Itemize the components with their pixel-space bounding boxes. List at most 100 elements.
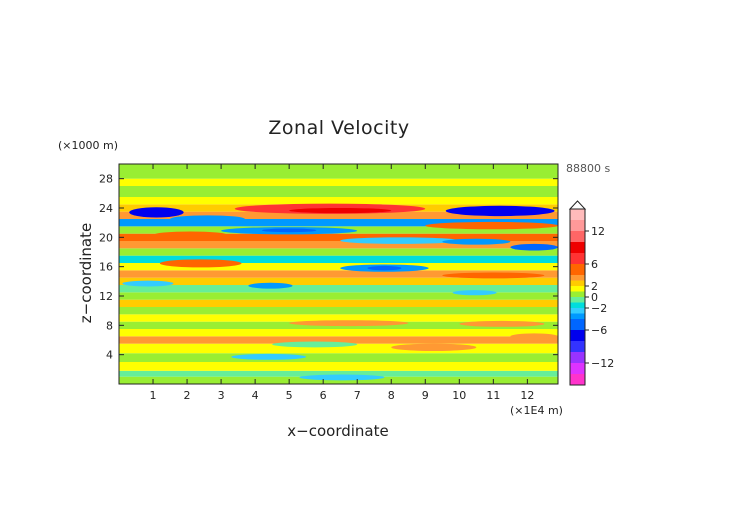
field-band-18 [119, 241, 558, 249]
field-feature-14 [367, 265, 402, 271]
x-axis-ticks: 1 2 3 4 5 6 7 8 9 10 11 12 [150, 164, 534, 402]
colorbar-tick-label: 12 [591, 225, 605, 238]
field-feature-1 [170, 215, 245, 223]
field-band-4 [119, 343, 558, 354]
field-feature-4 [445, 205, 555, 217]
x-tick-label: 3 [218, 389, 225, 402]
colorbar-level-0 [570, 374, 585, 385]
field-band-27 [119, 164, 558, 179]
x-unit-label: (×1E4 m) [510, 404, 563, 417]
colorbar-level-15 [570, 253, 585, 264]
field-feature-22 [231, 353, 307, 360]
plot-frame [118, 163, 559, 385]
field-feature-15 [442, 272, 545, 279]
y-tick-label: 12 [99, 290, 113, 303]
colorbar-level-18 [570, 220, 585, 231]
field-feature-5 [425, 221, 558, 230]
time-label: 88800 s [566, 162, 610, 175]
colorbar-level-8 [570, 302, 585, 308]
x-tick-label: 5 [286, 389, 293, 402]
field-band-12 [119, 285, 558, 293]
colorbar: 12 6 20−2 −6 −12 [568, 200, 614, 386]
field-feature-10 [442, 238, 511, 245]
colorbar-level-7 [570, 308, 585, 314]
x-tick-label: 8 [388, 389, 395, 402]
y-axis-label: z−coordinate [77, 223, 95, 323]
y-tick-label: 28 [99, 173, 113, 186]
y-tick-label: 24 [99, 202, 113, 215]
colorbar-level-10 [570, 291, 585, 297]
field-feature-12 [159, 259, 242, 268]
field-feature-20 [459, 320, 545, 327]
x-tick-label: 4 [252, 389, 259, 402]
colorbar-tick-label: −6 [591, 324, 607, 337]
y-unit-label: (×1000 m) [58, 139, 118, 152]
field-feature-9 [340, 237, 460, 244]
colorbar-tick-label: 0 [591, 291, 598, 304]
field-band-21 [119, 219, 558, 227]
field-feature-0 [129, 207, 184, 218]
field-band-6 [119, 329, 558, 337]
colorbar-level-4 [570, 330, 585, 341]
colorbar-level-11 [570, 286, 585, 292]
field-band-3 [119, 353, 558, 362]
field-feature-23 [391, 343, 477, 352]
colorbar-level-1 [570, 363, 585, 374]
field-feature-24 [510, 333, 558, 340]
field-band-24 [119, 197, 558, 205]
colorbar-level-19 [570, 209, 585, 220]
field-band-17 [119, 248, 558, 256]
field-feature-16 [122, 280, 174, 287]
field-feature-3 [289, 208, 392, 214]
x-tick-label: 7 [354, 389, 361, 402]
colorbar-tick-label: −12 [591, 357, 614, 370]
chart-title: Zonal Velocity [268, 117, 409, 139]
field-band-1 [119, 370, 558, 377]
colorbar-level-14 [570, 264, 585, 275]
y-tick-label: 4 [106, 349, 113, 362]
field-band-8 [119, 314, 558, 322]
colorbar-level-12 [570, 280, 585, 286]
field-band-5 [119, 336, 558, 344]
field-feature-18 [452, 290, 497, 296]
field-band-15 [119, 263, 558, 271]
field-band-9 [119, 307, 558, 315]
field-band-14 [119, 270, 558, 278]
x-tick-label: 12 [520, 389, 534, 402]
colorbar-tick-label: 6 [591, 258, 598, 271]
colorbar-level-9 [570, 297, 585, 303]
field-band-22 [119, 211, 558, 219]
x-tick-label: 1 [150, 389, 157, 402]
colorbar-level-13 [570, 275, 585, 281]
y-tick-label: 8 [106, 319, 113, 332]
field-feature-25 [299, 374, 385, 381]
field-feature-21 [272, 341, 358, 348]
field-band-25 [119, 186, 558, 197]
x-tick-label: 6 [320, 389, 327, 402]
x-tick-label: 10 [452, 389, 466, 402]
field-feature-8 [261, 228, 317, 233]
colorbar-level-5 [570, 319, 585, 330]
field-band-19 [119, 233, 558, 241]
x-tick-label: 2 [184, 389, 191, 402]
colorbar-extend-arrow [568, 200, 587, 210]
x-axis-label: x−coordinate [287, 422, 388, 440]
colorbar-level-3 [570, 341, 585, 352]
field-feature-11 [510, 243, 558, 251]
colorbar-tick-label: 2 [591, 280, 598, 293]
field-band-11 [119, 292, 558, 300]
y-axis-ticks: 4 8 12 16 20 24 28 [99, 173, 558, 362]
field-band-26 [119, 178, 558, 186]
field-band-2 [119, 362, 558, 371]
field-feature-17 [248, 282, 293, 289]
y-tick-label: 20 [99, 231, 113, 244]
y-tick-label: 16 [99, 261, 113, 274]
field-band-10 [119, 299, 558, 307]
colorbar-level-17 [570, 231, 585, 242]
heatmap-field [119, 164, 558, 384]
field-band-13 [119, 277, 558, 285]
colorbar-tick-label: −2 [591, 302, 607, 315]
field-feature-6 [153, 231, 228, 239]
x-tick-label: 9 [422, 389, 429, 402]
